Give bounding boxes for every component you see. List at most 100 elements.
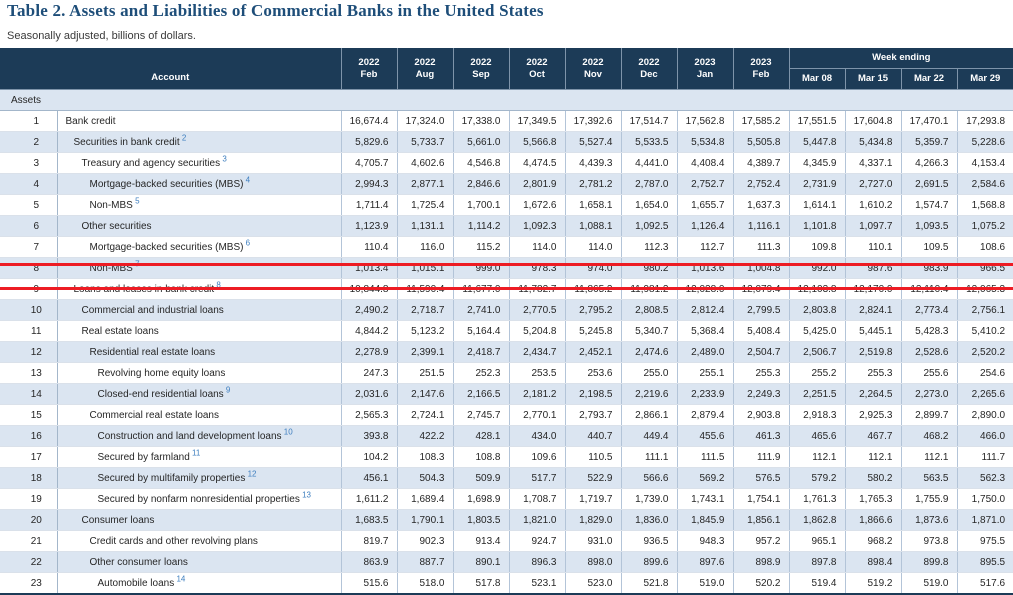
footnote-link[interactable]: 4 bbox=[243, 175, 251, 185]
footnote-link[interactable]: 11 bbox=[189, 448, 201, 458]
value-cell: 1,689.4 bbox=[397, 488, 454, 510]
value-cell: 112.1 bbox=[901, 446, 958, 468]
footnote-link[interactable]: 8 bbox=[214, 280, 221, 290]
value-cell: 5,661.0 bbox=[453, 131, 510, 153]
value-cell: 434.0 bbox=[509, 425, 566, 447]
value-cell: 987.6 bbox=[845, 257, 902, 279]
footnote-link[interactable]: 10 bbox=[281, 427, 293, 437]
value-cell: 566.6 bbox=[621, 467, 678, 489]
value-cell: 980.2 bbox=[621, 257, 678, 279]
value-cell: 562.3 bbox=[957, 467, 1013, 489]
value-cell: 968.2 bbox=[845, 530, 902, 552]
value-cell: 111.7 bbox=[957, 446, 1013, 468]
row-number: 18 bbox=[0, 467, 58, 489]
value-cell: 17,551.5 bbox=[789, 110, 846, 132]
value-cell: 1,092.3 bbox=[509, 215, 566, 237]
value-cell: 4,266.3 bbox=[901, 152, 958, 174]
value-cell: 2,219.6 bbox=[621, 383, 678, 405]
value-cell: 253.5 bbox=[509, 362, 566, 384]
value-cell: 5,340.7 bbox=[621, 320, 678, 342]
value-cell: 465.6 bbox=[789, 425, 846, 447]
value-cell: 898.4 bbox=[845, 551, 902, 573]
table-row: 15 Commercial real estate loans 2,565.3 2,7… bbox=[0, 404, 1013, 426]
table-row: 8 Non-MBS 7 1,013.4 1,015.1 999.0 978.3 974.0 9… bbox=[0, 257, 1013, 279]
footnote-link[interactable]: 3 bbox=[220, 154, 227, 164]
table-row-highlighted: 9 Loans and leases in bank credit 8 10,844… bbox=[0, 278, 1013, 300]
footnote-link[interactable]: 12 bbox=[245, 469, 257, 479]
table-row: 4 Mortgage-backed securities (MBS) 4 2,994… bbox=[0, 173, 1013, 195]
value-cell: 4,602.6 bbox=[397, 152, 454, 174]
value-cell: 247.3 bbox=[341, 362, 398, 384]
value-cell: 5,245.8 bbox=[565, 320, 622, 342]
value-cell: 896.3 bbox=[509, 551, 566, 573]
row-number: 5 bbox=[0, 194, 58, 216]
value-cell: 563.5 bbox=[901, 467, 958, 489]
table-header: Account 2022 Feb 2022 Aug 2022 Sep 2022 Oct 2022… bbox=[0, 48, 1013, 90]
table-row: 3 Treasury and agency securities 3 4,705.7… bbox=[0, 152, 1013, 174]
value-cell: 2,031.6 bbox=[341, 383, 398, 405]
value-cell: 519.0 bbox=[901, 572, 958, 595]
value-cell: 1,614.1 bbox=[789, 194, 846, 216]
footnote-link[interactable]: 7 bbox=[132, 259, 140, 269]
value-cell: 1,131.1 bbox=[397, 215, 454, 237]
value-cell: 5,733.7 bbox=[397, 131, 454, 153]
value-cell: 4,408.4 bbox=[677, 152, 734, 174]
value-cell: 1,862.8 bbox=[789, 509, 846, 531]
value-cell: 1,856.1 bbox=[733, 509, 790, 531]
value-cell: 2,890.0 bbox=[957, 404, 1013, 426]
value-cell: 2,781.2 bbox=[565, 173, 622, 195]
value-cell: 576.5 bbox=[733, 467, 790, 489]
value-cell: 519.2 bbox=[845, 572, 902, 595]
table-row: 13 Revolving home equity loans 247.3 251.5 2… bbox=[0, 362, 1013, 384]
footnote-link[interactable]: 9 bbox=[223, 385, 231, 395]
value-cell: 109.6 bbox=[509, 446, 566, 468]
value-cell: 1,829.0 bbox=[565, 509, 622, 531]
table-container: Account 2022 Feb 2022 Aug 2022 Sep 2022 Oct 2022… bbox=[0, 48, 1013, 595]
table-row: 5 Non-MBS 5 1,711.4 1,725.4 1,700.1 1,672.6 1,… bbox=[0, 194, 1013, 216]
value-cell: 4,844.2 bbox=[341, 320, 398, 342]
value-cell: 1,655.7 bbox=[677, 194, 734, 216]
value-cell: 12,065.3 bbox=[957, 278, 1013, 300]
value-cell: 2,745.7 bbox=[453, 404, 510, 426]
row-number: 19 bbox=[0, 488, 58, 510]
account-label: Non-MBS 7 bbox=[57, 257, 342, 279]
value-cell: 1,092.5 bbox=[621, 215, 678, 237]
value-cell: 5,164.4 bbox=[453, 320, 510, 342]
value-cell: 2,752.7 bbox=[677, 173, 734, 195]
account-label: Bank credit bbox=[57, 110, 342, 132]
value-cell: 1,725.4 bbox=[397, 194, 454, 216]
value-cell: 2,793.7 bbox=[565, 404, 622, 426]
value-cell: 115.2 bbox=[453, 236, 510, 258]
table-row: 17 Secured by farmland 11 104.2 108.3 108.8 1… bbox=[0, 446, 1013, 468]
value-cell: 2,918.3 bbox=[789, 404, 846, 426]
table-subtitle: Seasonally adjusted, billions of dollars… bbox=[7, 30, 196, 42]
footnote-link[interactable]: 13 bbox=[299, 490, 311, 500]
value-cell: 108.6 bbox=[957, 236, 1013, 258]
value-cell: 2,434.7 bbox=[509, 341, 566, 363]
footnote-link[interactable]: 14 bbox=[174, 574, 186, 584]
table-row: 21 Credit cards and other revolving plans… bbox=[0, 530, 1013, 552]
value-cell: 111.3 bbox=[733, 236, 790, 258]
value-cell: 902.3 bbox=[397, 530, 454, 552]
value-cell: 2,265.6 bbox=[957, 383, 1013, 405]
value-cell: 1,672.6 bbox=[509, 194, 566, 216]
footnote-link[interactable]: 5 bbox=[132, 196, 140, 206]
column-header-week-mar-08: Mar 08 bbox=[789, 68, 846, 90]
value-cell: 948.3 bbox=[677, 530, 734, 552]
account-label: Mortgage-backed securities (MBS) 6 bbox=[57, 236, 342, 258]
account-label: Construction and land development loans … bbox=[57, 425, 342, 447]
value-cell: 17,585.2 bbox=[733, 110, 790, 132]
row-number: 20 bbox=[0, 509, 58, 531]
footnote-link[interactable]: 6 bbox=[243, 238, 251, 248]
value-cell: 5,534.8 bbox=[677, 131, 734, 153]
footnote-link[interactable]: 2 bbox=[179, 133, 187, 143]
row-number: 3 bbox=[0, 152, 58, 174]
value-cell: 898.9 bbox=[733, 551, 790, 573]
value-cell: 4,441.0 bbox=[621, 152, 678, 174]
value-cell: 2,824.1 bbox=[845, 299, 902, 321]
value-cell: 897.8 bbox=[789, 551, 846, 573]
value-cell: 112.1 bbox=[789, 446, 846, 468]
value-cell: 1,761.3 bbox=[789, 488, 846, 510]
table-row: 23 Automobile loans 14 515.6 518.0 517.8 523.… bbox=[0, 572, 1013, 595]
value-cell: 2,756.1 bbox=[957, 299, 1013, 321]
